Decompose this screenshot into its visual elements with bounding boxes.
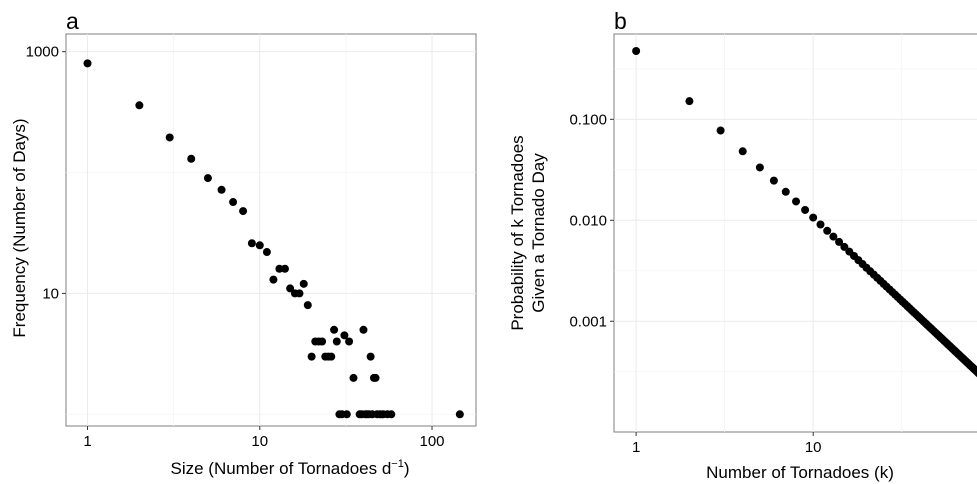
panel-b-data-point	[809, 213, 818, 222]
panel-a-data-point	[269, 275, 278, 284]
panel-a-data-point	[165, 133, 174, 142]
panel-a-data-point	[135, 101, 144, 110]
panel-a-data-point	[455, 410, 464, 419]
panel-b-y-tick-label: 0.001	[569, 313, 607, 330]
panel-a-data-point	[303, 301, 312, 310]
panel-a-grid	[66, 34, 476, 426]
panel-b-data-point	[792, 197, 801, 206]
panel-b-data-point	[716, 126, 725, 135]
panel-b-data-point	[835, 237, 844, 246]
panel-b-y-axis-title-line1: Probability of k Tornadoes	[508, 135, 527, 330]
panel-a-data-point	[387, 410, 396, 419]
panel-b-points	[632, 47, 977, 378]
panel-b-grid	[614, 34, 977, 432]
panel-b-x-tick-label: 1	[632, 439, 640, 456]
panel-a: 1 10 100 10 1000 a Size (Number of Tornadoes…	[10, 8, 477, 478]
panel-b-data-point	[755, 163, 764, 172]
panel-a-data-point	[229, 198, 238, 207]
panel-a-data-point	[330, 325, 339, 334]
panel-a-data-point	[371, 373, 380, 382]
panel-a-data-point	[255, 241, 264, 250]
panel-a-data-point	[307, 352, 316, 361]
panel-a-x-tick-label: 100	[420, 433, 445, 450]
panel-b-y-tick-label: 0.100	[569, 111, 607, 128]
panel-a-data-point	[349, 373, 358, 382]
panel-a-y-tick-label: 1000	[26, 44, 59, 61]
panel-a-ticks: 1 10 100 10 1000	[26, 44, 445, 450]
panel-b-y-tick-label: 0.010	[569, 212, 607, 229]
panel-a-data-point	[299, 279, 308, 288]
panel-a-points	[83, 59, 464, 419]
panel-b-data-point	[738, 147, 747, 156]
panel-a-data-point	[217, 185, 226, 194]
panel-a-data-point	[340, 331, 349, 340]
panel-a-x-axis-title: Size (Number of Tornadoes d−1)	[170, 458, 409, 478]
panel-a-x-tick-label: 1	[83, 433, 91, 450]
panel-b-data-point	[816, 220, 825, 229]
panel-b-x-tick-label: 10	[805, 439, 822, 456]
panel-a-data-point	[262, 248, 271, 257]
panel-a-y-tick-label: 10	[42, 285, 59, 302]
panel-a-data-point	[327, 352, 336, 361]
panel-a-data-point	[203, 174, 212, 183]
panel-b-data-point	[632, 47, 641, 56]
panel-a-data-point	[366, 352, 375, 361]
panel-b-label: b	[614, 8, 627, 34]
panel-a-data-point	[275, 264, 284, 273]
panel-a-x-tick-label: 10	[251, 433, 268, 450]
panel-a-data-point	[286, 284, 295, 293]
panel-a-data-point	[247, 239, 256, 248]
panel-b-data-point	[781, 187, 790, 196]
panel-a-data-point	[332, 337, 341, 346]
panel-b-data-point	[685, 97, 694, 106]
panel-b-y-axis-title-line2: Given a Tornado Day	[529, 153, 548, 313]
panel-a-plot-area	[65, 33, 477, 427]
panel-b-data-point	[823, 226, 832, 235]
panel-a-data-point	[345, 337, 354, 346]
panel-b-plot-area	[613, 33, 977, 433]
panel-a-data-point	[359, 325, 368, 334]
panel-a-data-point	[342, 410, 351, 419]
panel-a-data-point	[280, 264, 289, 273]
panel-a-data-point	[318, 337, 327, 346]
panel-a-data-point	[187, 154, 196, 163]
panel-a-y-axis-title: Frequency (Number of Days)	[10, 118, 29, 337]
panel-b-x-axis-title: Number of Tornadoes (k)	[706, 463, 894, 482]
panel-a-data-point	[295, 289, 304, 298]
panel-a-data-point	[239, 207, 248, 216]
panel-a-x-axis-superscript: −1	[391, 458, 404, 470]
panel-a-data-point	[83, 59, 92, 68]
panel-a-label: a	[66, 8, 79, 34]
panel-b-data-point	[769, 176, 778, 185]
panel-b-data-point	[801, 205, 810, 214]
panel-b-data-point	[829, 232, 838, 241]
